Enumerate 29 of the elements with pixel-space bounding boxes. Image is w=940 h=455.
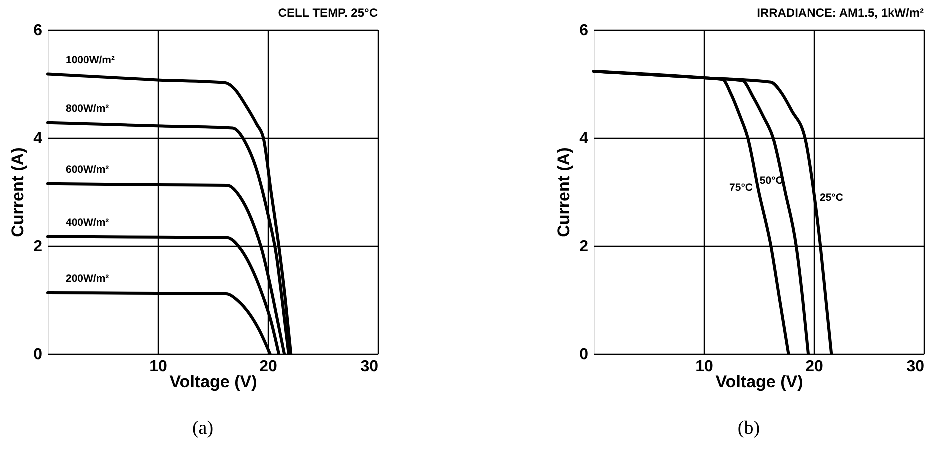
- series-label: 200W/m²: [66, 272, 110, 285]
- chart-title: CELL TEMP. 25°C: [278, 6, 378, 20]
- y-tick-label: 2: [34, 238, 43, 256]
- y-tick-label: 0: [34, 346, 43, 364]
- y-tick-label: 2: [580, 238, 589, 256]
- series-label: 75°C: [730, 182, 754, 194]
- y-tick-label: 6: [580, 22, 589, 40]
- x-axis-title: Voltage (V): [716, 372, 804, 392]
- x-tick-label: 10: [696, 358, 714, 376]
- x-tick-label: 20: [806, 358, 824, 376]
- x-tick-label: 20: [260, 358, 278, 376]
- y-tick-label: 4: [34, 130, 43, 148]
- series-label: 1000W/m²: [66, 54, 116, 66]
- text: (a): [192, 418, 214, 439]
- text: (b): [738, 418, 760, 439]
- y-axis-title: Current (A): [554, 148, 574, 238]
- y-tick-label: 0: [580, 346, 589, 364]
- y-tick-label: 6: [34, 22, 43, 40]
- series-label: 800W/m²: [66, 102, 110, 115]
- y-tick-label: 4: [580, 130, 589, 148]
- chart-title: IRRADIANCE: AM1.5, 1kW/m²: [757, 6, 924, 20]
- series-label: 25°C: [820, 192, 844, 204]
- series-label: 600W/m²: [66, 164, 110, 176]
- x-tick-label: 30: [906, 358, 925, 376]
- x-tick-label: 10: [150, 358, 168, 376]
- y-axis-title: Current (A): [8, 148, 28, 238]
- x-tick-label: 30: [360, 358, 379, 376]
- x-axis-title: Voltage (V): [170, 372, 258, 392]
- series-label: 400W/m²: [66, 216, 110, 229]
